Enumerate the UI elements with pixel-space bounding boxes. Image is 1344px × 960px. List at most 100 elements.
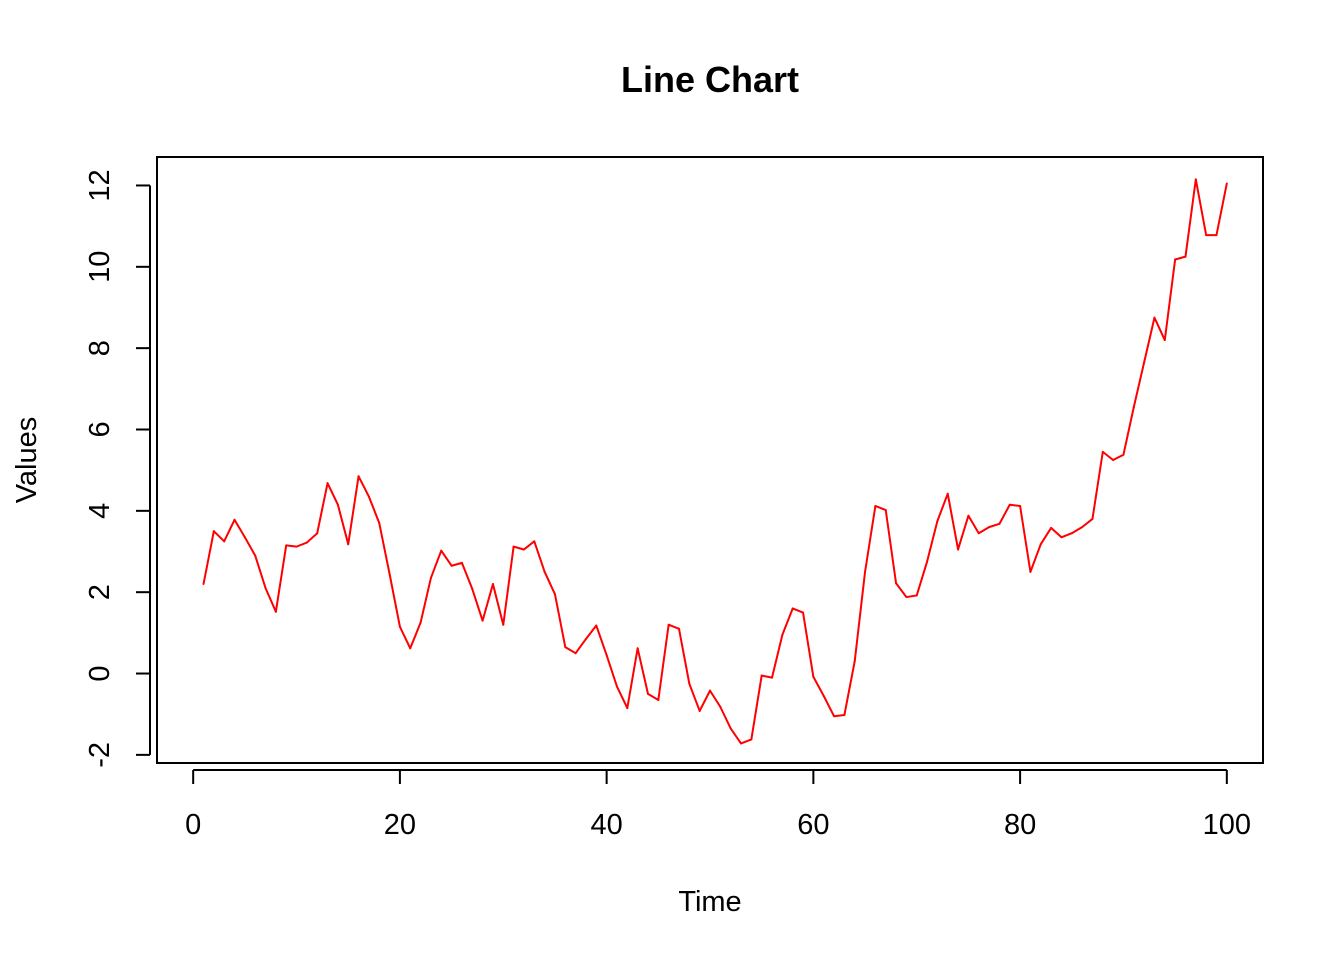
x-tick-label: 20 [384, 809, 416, 841]
x-tick-label: 40 [591, 809, 623, 841]
data-point [1132, 406, 1135, 409]
data-point [957, 548, 960, 551]
x-tick-label: 0 [185, 809, 201, 841]
data-point [471, 587, 474, 590]
y-axis: -2 0 2 4 6 8 10 12 [84, 169, 151, 768]
data-point [419, 621, 422, 624]
data-point [491, 583, 494, 586]
data-point [378, 522, 381, 525]
data-point [709, 689, 711, 692]
x-tick-label: 80 [1004, 809, 1036, 841]
data-point [926, 560, 929, 563]
data-point [254, 554, 257, 557]
data-point [667, 623, 670, 626]
data-point [688, 682, 691, 685]
y-axis-label: Values [11, 417, 43, 504]
data-point [1194, 178, 1197, 181]
data-point [533, 540, 536, 543]
data-point [760, 674, 763, 677]
data-point [740, 742, 743, 745]
data-point [388, 572, 391, 575]
data-point [657, 698, 660, 701]
x-tick-label: 60 [797, 809, 829, 841]
data-point [326, 482, 329, 485]
data-point [998, 522, 1001, 525]
data-point [729, 727, 732, 730]
data-point [915, 594, 918, 597]
data-point [409, 647, 412, 650]
data-point [502, 623, 505, 626]
data-point [615, 685, 618, 688]
data-point [802, 611, 805, 614]
data-point [1205, 234, 1208, 237]
data-point [460, 561, 463, 564]
data-point [988, 526, 991, 529]
data-point [1019, 504, 1022, 507]
data-point [481, 619, 484, 622]
data-point [636, 647, 639, 650]
data-point [347, 543, 350, 546]
data-point [450, 564, 453, 567]
data-point [1029, 570, 1032, 573]
data-point [429, 576, 432, 579]
data-point [895, 582, 898, 585]
plot-frame [156, 156, 1264, 764]
data-point [440, 549, 443, 552]
data-point [605, 654, 608, 657]
data-point [677, 627, 680, 630]
data-point [853, 660, 856, 663]
y-tick-label: 0 [84, 665, 116, 681]
data-point [874, 504, 877, 507]
y-tick-label: 4 [84, 503, 116, 519]
data-point [1101, 450, 1104, 453]
data-point [367, 495, 370, 498]
y-tick-label: -2 [84, 742, 116, 768]
data-point [202, 583, 205, 586]
data-point [1112, 459, 1115, 461]
data-point [1091, 517, 1094, 520]
data-point [543, 570, 546, 573]
data-point [719, 705, 722, 708]
data-point [336, 503, 339, 506]
data-point [646, 692, 649, 695]
data-point [1050, 526, 1053, 529]
data-point [781, 633, 784, 636]
y-tick-label: 2 [84, 584, 116, 600]
data-point [967, 514, 970, 517]
series-line [202, 178, 1228, 745]
data-point [522, 548, 525, 551]
y-tick-label: 6 [84, 421, 116, 437]
data-point [553, 593, 556, 596]
data-point [285, 544, 288, 547]
data-point [698, 709, 701, 712]
data-point [626, 707, 629, 710]
data-point [884, 509, 887, 512]
x-tick-label: 100 [1203, 809, 1251, 841]
data-point [316, 532, 319, 535]
data-point [1122, 453, 1125, 456]
y-tick-label: 12 [84, 169, 116, 201]
data-point [264, 587, 267, 590]
data-point [1184, 255, 1187, 258]
data-point [822, 694, 825, 697]
data-point [833, 715, 836, 718]
y-tick-label: 10 [84, 251, 116, 283]
data-point [905, 596, 908, 599]
data-point [295, 545, 298, 548]
data-point [574, 652, 577, 655]
data-point [843, 714, 846, 717]
data-point [977, 532, 980, 535]
data-point [1143, 361, 1146, 364]
data-point [1174, 258, 1177, 261]
data-point [946, 492, 949, 495]
data-point [1039, 543, 1042, 546]
data-point [1081, 526, 1084, 529]
x-axis: 0 20 40 60 80 100 [185, 769, 1251, 841]
data-point [305, 541, 308, 544]
data-point [512, 545, 515, 548]
data-point [212, 530, 215, 533]
x-axis-label: Time [678, 886, 741, 918]
data-point [864, 570, 867, 573]
